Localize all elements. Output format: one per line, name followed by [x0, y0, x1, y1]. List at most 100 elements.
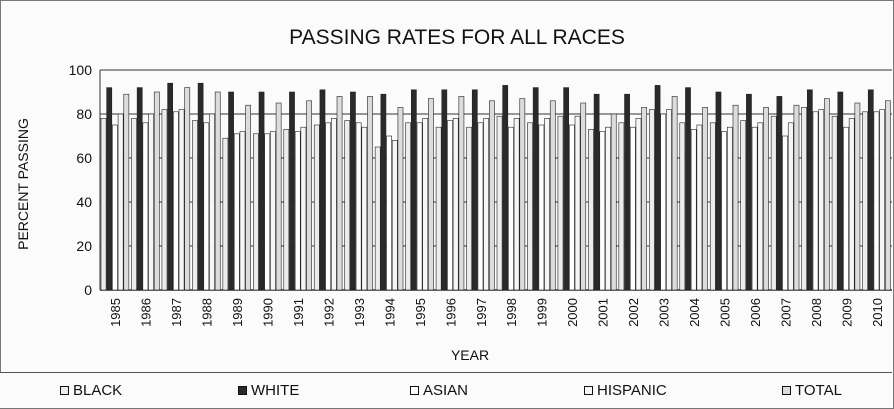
bar-black-2009: [832, 116, 837, 290]
bar-white-2001: [594, 94, 599, 290]
bar-black-2001: [588, 129, 593, 290]
x-tick-label: 2001: [596, 298, 611, 327]
bar-white-2008: [807, 90, 812, 290]
bar-asian-1987: [173, 112, 178, 290]
bar-asian-1992: [326, 123, 331, 290]
bar-white-1992: [320, 90, 325, 290]
x-tick-label: 1992: [321, 298, 336, 327]
bar-total-2009: [855, 103, 860, 290]
legend-swatch-hispanic: [584, 386, 593, 395]
bar-white-1998: [503, 85, 508, 290]
bar-black-1988: [192, 121, 197, 290]
bar-white-1994: [381, 94, 386, 290]
y-axis-label: PERCENT PASSING: [15, 118, 31, 250]
bar-total-1987: [185, 88, 190, 290]
x-tick-label: 2007: [778, 298, 793, 327]
x-tick-label: 2008: [809, 298, 824, 327]
x-tick-labels: 1985 1986 1987 1988 1989 1990 1991 1992 1993 1994…: [108, 298, 885, 327]
bar-asian-2008: [813, 112, 818, 290]
legend-swatch-total: [782, 386, 791, 395]
bar-white-2004: [685, 88, 690, 290]
bar-hispanic-1992: [331, 118, 336, 290]
bar-white-1997: [472, 90, 477, 290]
x-tick-label: 1997: [474, 298, 489, 327]
bar-hispanic-2007: [788, 123, 793, 290]
x-tick-label: 1990: [261, 298, 276, 327]
bar-hispanic-1999: [545, 118, 550, 290]
x-tick-label: 1988: [200, 298, 215, 327]
bar-hispanic-2001: [605, 127, 610, 290]
bar-asian-1986: [143, 123, 148, 290]
bar-hispanic-1993: [362, 127, 367, 290]
bar-white-1986: [137, 88, 142, 290]
bar-black-2007: [771, 116, 776, 290]
y-tick-labels: 0 20 40 60 80 100: [69, 62, 93, 298]
bar-black-1993: [345, 121, 350, 290]
bar-black-1990: [253, 134, 258, 290]
bar-hispanic-2006: [758, 123, 763, 290]
bar-total-1995: [428, 99, 433, 290]
x-tick-label: 1986: [139, 298, 154, 327]
bar-hispanic-1989: [240, 132, 245, 290]
bar-total-2010: [885, 101, 890, 290]
bar-total-1992: [337, 96, 342, 290]
x-tick-label: 2004: [687, 298, 702, 327]
bar-black-2008: [802, 107, 807, 290]
bar-hispanic-1990: [270, 132, 275, 290]
x-tick-label: 1985: [108, 298, 123, 327]
bar-total-1990: [276, 103, 281, 290]
bar-asian-2002: [630, 127, 635, 290]
bar-black-1989: [223, 138, 228, 290]
chart-title: PASSING RATES FOR ALL RACES: [289, 26, 625, 49]
bar-total-2001: [611, 114, 616, 290]
x-tick-label: 1989: [230, 298, 245, 327]
bar-white-1993: [350, 92, 355, 290]
bar-white-1995: [411, 90, 416, 290]
bar-total-1991: [307, 101, 312, 290]
bar-total-2006: [763, 107, 768, 290]
legend-item-asian: ASIAN: [410, 382, 468, 399]
legend-item-hispanic: HISPANIC: [584, 382, 667, 399]
bar-black-1986: [131, 118, 136, 290]
bar-black-1991: [284, 129, 289, 290]
x-tick-label: 2003: [657, 298, 672, 327]
bar-black-2005: [710, 123, 715, 290]
bar-total-1997: [489, 101, 494, 290]
bar-asian-2005: [722, 132, 727, 290]
y-tick-label: 40: [76, 194, 92, 210]
y-tick-label: 100: [69, 62, 93, 78]
bar-white-2006: [746, 94, 751, 290]
x-tick-label: 1994: [382, 298, 397, 327]
bar-hispanic-2009: [849, 118, 854, 290]
bar-asian-1999: [539, 125, 544, 290]
bar-total-1998: [520, 99, 525, 290]
bar-asian-1997: [478, 123, 483, 290]
bar-total-1994: [398, 107, 403, 290]
bar-total-2008: [824, 99, 829, 290]
bar-total-2000: [581, 103, 586, 290]
bar-asian-1991: [295, 132, 300, 290]
bar-asian-2009: [843, 127, 848, 290]
bar-asian-1985: [112, 125, 117, 290]
x-tick-label: 1991: [291, 298, 306, 327]
bar-hispanic-2008: [819, 110, 824, 290]
bar-total-1993: [367, 96, 372, 290]
bar-hispanic-2000: [575, 116, 580, 290]
bar-asian-1993: [356, 123, 361, 290]
legend: BLACK WHITE ASIAN HISPANIC TOTAL: [0, 372, 892, 408]
bar-total-2002: [642, 107, 647, 290]
x-tick-label: 1999: [535, 298, 550, 327]
legend-swatch-white: [238, 386, 247, 395]
bar-black-1987: [162, 110, 167, 290]
bar-black-1999: [527, 123, 532, 290]
x-axis-label: YEAR: [451, 347, 489, 363]
chart-area: PASSING RATES FOR ALL RACES PERCENT PASS…: [0, 0, 894, 372]
bar-black-2010: [863, 112, 868, 290]
bar-hispanic-1996: [453, 118, 458, 290]
x-tick-label: 1996: [443, 298, 458, 327]
legend-swatch-black: [60, 386, 69, 395]
x-tick-label: 1993: [352, 298, 367, 327]
bar-black-1985: [101, 118, 106, 290]
bar-white-1999: [533, 88, 538, 290]
bar-total-2004: [703, 107, 708, 290]
